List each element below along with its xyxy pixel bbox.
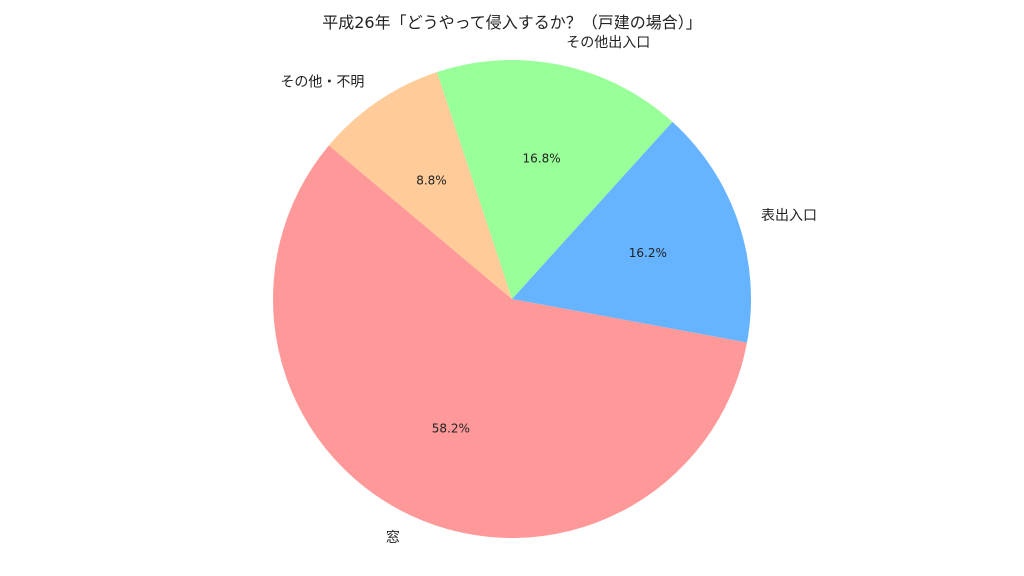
pie-slice [328, 72, 512, 299]
slice-percent-label: 16.8% [523, 152, 561, 166]
pie-slice [436, 59, 673, 299]
slice-percent-label: 16.2% [629, 246, 667, 260]
slice-label: その他出入口 [566, 35, 650, 51]
pie-slice [512, 121, 751, 343]
slice-label: 表出入口 [761, 208, 817, 224]
chart-title: 平成26年「どうやって侵入するか？（戸建の場合）」 [322, 13, 702, 32]
slice-percent-label: 8.8% [416, 173, 447, 187]
slice-label: 窓 [386, 529, 400, 546]
pie-slice [273, 145, 748, 538]
slice-percent-label: 58.2% [432, 422, 470, 436]
slice-label: その他・不明 [280, 74, 364, 90]
